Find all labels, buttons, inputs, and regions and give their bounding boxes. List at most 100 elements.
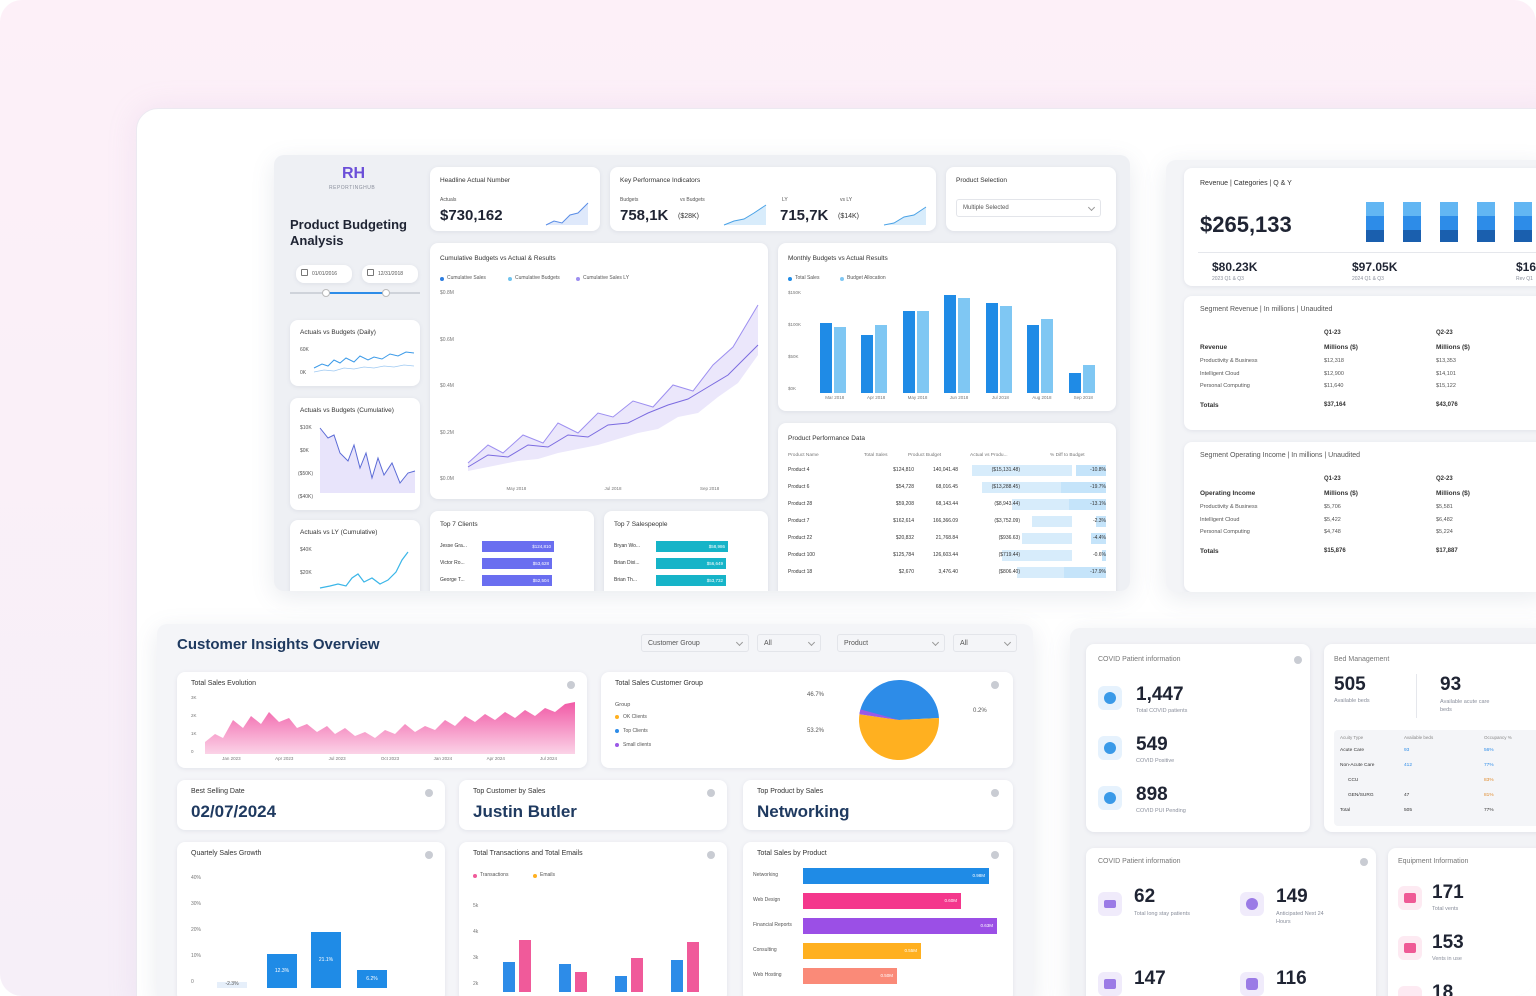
product-value[interactable]: All (953, 634, 1017, 652)
date-range-slider[interactable] (290, 289, 420, 297)
slider-handle-end[interactable] (382, 289, 390, 297)
bar-budget (999, 306, 1012, 393)
segment-total-label: Totals (1200, 547, 1219, 555)
info-icon[interactable] (707, 851, 715, 859)
unit-2: Millions ($) (1436, 490, 1470, 497)
table-cell: -4.4% (1092, 535, 1106, 541)
product-bar: 0.55M (803, 943, 921, 959)
x-tick: Jan 2023 (222, 756, 241, 761)
x-tick: Jul 2018 (604, 486, 622, 491)
bar-total-sales (944, 295, 957, 393)
mini-chart-daily: Actuals vs Budgets (Daily) 60K 0K (290, 320, 420, 386)
table-cell: Product 18 (788, 569, 813, 575)
legend-dot (508, 277, 512, 281)
calendar-icon (367, 269, 374, 276)
customer-group-pie (859, 680, 939, 760)
legend-dot (788, 277, 792, 281)
diff-bar (1017, 567, 1072, 578)
stacked-bar-bot (1514, 230, 1532, 242)
pie-slice (859, 709, 899, 720)
legend-label: OK Clients (623, 714, 647, 720)
date-to-input[interactable]: 12/31/2018 (362, 265, 418, 283)
info-icon[interactable] (567, 681, 575, 689)
info-icon[interactable] (425, 789, 433, 797)
bar-budget (1041, 319, 1054, 393)
segment-row-q1: $4,748 (1324, 529, 1341, 535)
info-icon[interactable] (1294, 656, 1302, 664)
diff-bar (1012, 499, 1072, 510)
emails-bar (575, 972, 587, 992)
table-cell: ($719.44) (998, 552, 1020, 558)
legend-dot (840, 277, 844, 281)
customer-insights-dashboard: Customer Insights Overview Customer Grou… (157, 624, 1033, 996)
legend-label: Cumulative Sales LY (583, 275, 630, 281)
bar-value: $56,649 (706, 561, 723, 566)
product-value: 0.55M (904, 948, 917, 953)
stacked-bar-top (1440, 202, 1458, 216)
bed-row-label: CCU (1348, 778, 1359, 783)
bar-label: -2.3% (225, 981, 239, 987)
stacked-bar-bot (1440, 230, 1458, 242)
product-filter[interactable]: Product (837, 634, 945, 652)
table-cell: 21,768.84 (935, 535, 958, 541)
diff-bar (1032, 516, 1072, 527)
table-cell: ($15,131.48) (991, 467, 1020, 473)
kpi-card: Key Performance Indicators Budgets vs Bu… (610, 167, 936, 231)
pct-bar (1102, 550, 1106, 561)
table-header: Total Sales (864, 453, 888, 458)
product-performance-table: Product Name Total Sales Product Budget Act… (788, 453, 1108, 591)
segment-head: Revenue (1200, 344, 1228, 351)
pct-bar (1068, 499, 1106, 510)
info-icon[interactable] (991, 681, 999, 689)
bar-label: 6.2% (366, 976, 378, 982)
table-cell: -10.8% (1090, 467, 1106, 473)
customer-group-value[interactable]: All (757, 634, 821, 652)
diff-bar (1002, 550, 1072, 561)
segment-head: Operating Income (1200, 490, 1256, 497)
segment-total-label: Totals (1200, 401, 1219, 409)
mini-chart-ly: Actuals vs LY (Cumulative) $40K $20K (290, 520, 420, 591)
info-icon[interactable] (991, 789, 999, 797)
product-bar: 0.63M (803, 918, 997, 934)
equipment-icon (1398, 986, 1422, 996)
customer-page-title: Customer Insights Overview (177, 636, 380, 653)
x-tick: Sep 2018 (700, 486, 720, 491)
bar-name: Brian Dixi... (614, 560, 640, 566)
bar-value: $53,628 (532, 561, 549, 566)
bar-value: $124,810 (532, 544, 551, 549)
table-cell: $59,208 (895, 501, 914, 507)
slider-handle-start[interactable] (322, 289, 330, 297)
bed-row-occ: 77% (1484, 763, 1494, 768)
customer-group-filter[interactable]: Customer Group (641, 634, 749, 652)
product-label: Consulting (753, 947, 777, 953)
logo-subtitle: REPORTINGHUB (329, 185, 376, 191)
table-header: Product Budget (908, 453, 942, 458)
table-cell: $54,728 (895, 484, 914, 490)
x-tick: Sep 2018 (1073, 395, 1093, 400)
table-cell: ($936.63) (998, 535, 1020, 541)
table-cell: 166,366.09 (932, 518, 958, 524)
covid-info-card-2: COVID Patient information 62 Total long … (1086, 848, 1376, 996)
hospital-dashboard: COVID Patient information 1,447 Total CO… (1070, 628, 1536, 996)
bar-budget (875, 325, 888, 393)
bar-budget (958, 298, 971, 393)
info-icon[interactable] (991, 851, 999, 859)
ly-mini-line (319, 551, 409, 589)
monthly-chart-card: Monthly Budgets vs Actual Results Total … (778, 243, 1116, 411)
product-select[interactable]: Multiple Selected (956, 199, 1101, 217)
evolution-y-axis: 3K 2K 1K 0 (191, 695, 203, 754)
unit-1: Millions ($) (1324, 344, 1358, 351)
evolution-x-axis: Jan 2023 Apr 2023 Jul 2023 Oct 2023 Jan 2024… (205, 756, 575, 764)
diff-bar (1022, 533, 1072, 544)
bed-table: Acuity Type Available beds Occupancy % Acut… (1334, 730, 1536, 826)
info-icon[interactable] (425, 851, 433, 859)
info-icon[interactable] (707, 789, 715, 797)
info-icon[interactable] (1360, 858, 1368, 866)
quarter-1: Q1-23 (1324, 476, 1341, 482)
stacked-bar-mid (1440, 216, 1458, 230)
sales-by-product-bars: Networking 0.98M Web Design 0.60M Financial … (753, 868, 1009, 996)
bed-row-avail: 93 (1404, 748, 1410, 753)
bar: $58,986 (656, 541, 728, 552)
date-from-input[interactable]: 01/01/2016 (296, 265, 352, 283)
top-salespeople-card: Top 7 Salespeople Bryan Wo... $58,986 Bria… (604, 511, 768, 591)
